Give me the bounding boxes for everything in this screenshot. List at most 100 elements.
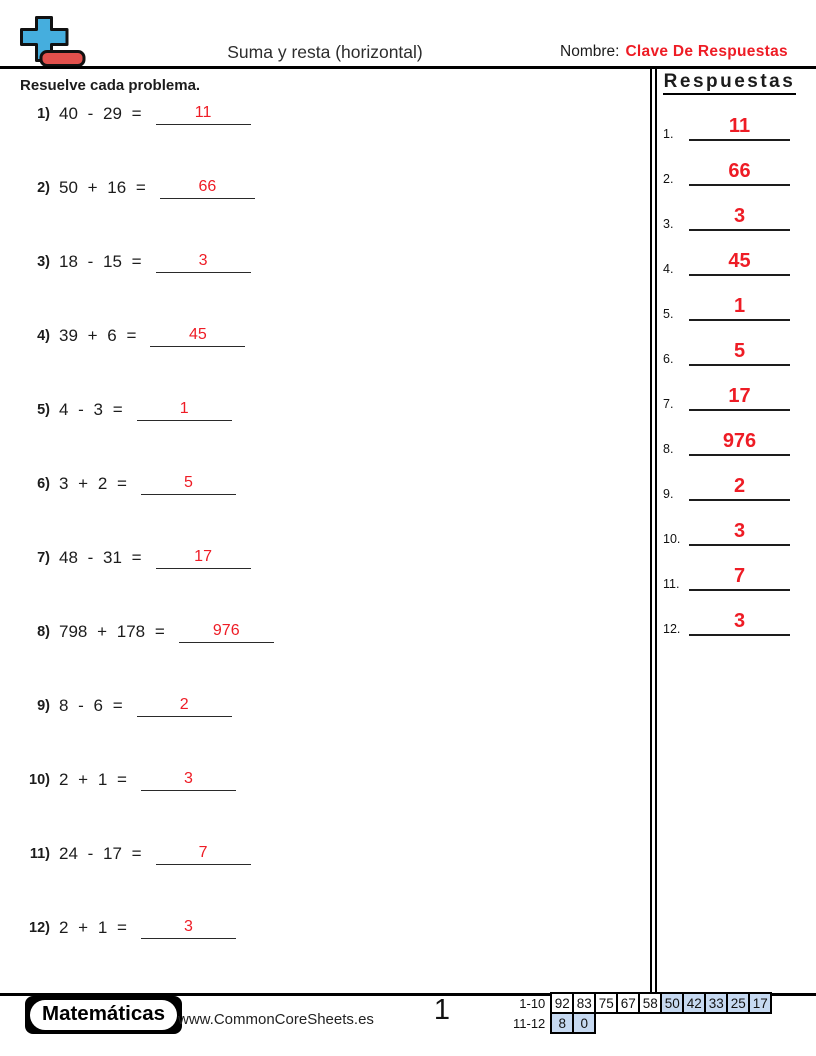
problem-expression: 48 - 31 = <box>59 548 142 567</box>
problem-answer: 976 <box>212 622 240 639</box>
score-cell: 33 <box>704 992 729 1014</box>
problem-answer: 1 <box>179 400 189 417</box>
score-table-row: 1-10 92 83 75 67 58 50 42 33 25 17 <box>513 992 773 1014</box>
answer-item: 9. 2 <box>657 456 816 501</box>
answer-blank-line: 2 <box>136 696 232 717</box>
answer-item: 10. 3 <box>657 501 816 546</box>
answers-title-wrap: Respuestas <box>657 71 816 96</box>
answer-blank-line: 66 <box>159 178 255 199</box>
problem-row: 7) 48 - 31 = 17 <box>0 495 640 569</box>
name-row: Nombre: Clave De Respuestas <box>560 43 788 61</box>
answer-blank-line: 11 <box>155 105 251 125</box>
answers-panel: Respuestas 1. 11 2. 66 3. 3 4. 45 5. 1 6… <box>650 68 816 993</box>
problem-row: 2) 50 + 16 = 66 <box>0 125 640 199</box>
problem-expression: 24 - 17 = <box>59 844 142 863</box>
problem-number: 7) <box>37 550 50 566</box>
answer-item-line: 1 <box>689 296 790 321</box>
answer-item-line: 11 <box>689 116 790 141</box>
problem-number: 2) <box>37 180 50 196</box>
answer-item-number: 6. <box>663 351 674 366</box>
problem-expression: 2 + 1 = <box>59 770 127 789</box>
problem-expression: 18 - 15 = <box>59 252 142 271</box>
problem-number: 10) <box>29 772 50 788</box>
answer-item-line: 7 <box>689 566 790 591</box>
problem-number: 12) <box>29 920 50 936</box>
problem-expression: 50 + 16 = <box>59 178 146 197</box>
header-divider <box>0 66 816 69</box>
answer-item-number: 10. <box>663 531 681 546</box>
answer-item-number: 8. <box>663 441 674 456</box>
problems-list: 1) 40 - 29 = 11 2) 50 + 16 = 66 3) 18 - … <box>0 51 640 939</box>
answer-item-line: 5 <box>689 341 790 366</box>
brand-badge: Matemáticas <box>25 996 183 1034</box>
problem-row: 1) 40 - 29 = 11 <box>0 51 640 125</box>
answer-item: 1. 11 <box>657 96 816 141</box>
problem-row: 9) 8 - 6 = 2 <box>0 643 640 717</box>
name-label: Nombre: <box>560 43 620 60</box>
answer-item-value: 3 <box>733 610 746 632</box>
answer-item-line: 66 <box>689 161 790 186</box>
answer-item-number: 1. <box>663 126 674 141</box>
problem-expression: 3 + 2 = <box>59 474 127 493</box>
answer-item-value: 17 <box>728 385 751 407</box>
answer-item: 8. 976 <box>657 411 816 456</box>
score-row-label: 11-12 <box>513 1015 546 1031</box>
answer-blank-line: 976 <box>178 622 274 643</box>
problem-row: 8) 798 + 178 = 976 <box>0 569 640 643</box>
answer-blank-line: 5 <box>140 475 236 495</box>
problem-row: 10) 2 + 1 = 3 <box>0 717 640 791</box>
answer-item-number: 5. <box>663 306 674 321</box>
answer-item-line: 45 <box>689 251 790 276</box>
problem-expression: 798 + 178 = <box>59 622 165 641</box>
footer-divider <box>0 993 816 996</box>
answer-item-number: 3. <box>663 216 674 231</box>
answer-blank-line: 1 <box>136 400 232 421</box>
answer-blank-line: 17 <box>155 549 251 569</box>
score-table-body: 1-10 92 83 75 67 58 50 42 33 25 17 11-12 8 0 <box>513 992 773 1034</box>
problem-row: 6) 3 + 2 = 5 <box>0 421 640 495</box>
score-cell: 50 <box>660 992 685 1014</box>
problem-number: 11) <box>29 846 50 862</box>
answer-item-number: 11. <box>663 576 680 591</box>
answer-item-number: 12. <box>663 621 681 636</box>
problem-answer: 3 <box>183 770 193 787</box>
page-number: 1 <box>433 994 451 1026</box>
answer-blank-line: 7 <box>155 845 251 865</box>
answer-item: 2. 66 <box>657 141 816 186</box>
answer-item: 12. 3 <box>657 591 816 636</box>
answer-item-line: 2 <box>689 476 790 501</box>
score-cell: 42 <box>682 992 707 1014</box>
answer-item-line: 3 <box>689 521 790 546</box>
problem-answer: 2 <box>179 696 189 713</box>
answer-item-value: 5 <box>733 340 746 362</box>
score-table: 1-10 92 83 75 67 58 50 42 33 25 17 11-12 8 0 <box>513 992 773 1034</box>
answer-blank-line: 3 <box>140 919 236 939</box>
score-cell: 8 <box>550 1012 575 1034</box>
problem-row: 11) 24 - 17 = 7 <box>0 791 640 865</box>
problem-expression: 40 - 29 = <box>59 104 142 123</box>
problem-answer: 66 <box>198 178 217 195</box>
score-cell: 58 <box>638 992 663 1014</box>
score-cell: 83 <box>572 992 597 1014</box>
answer-item-value: 66 <box>728 160 751 182</box>
score-cell: 75 <box>594 992 619 1014</box>
problem-number: 6) <box>37 476 50 492</box>
instructions-text: Resuelve cada problema. <box>20 77 201 94</box>
answer-blank-line: 3 <box>140 770 236 791</box>
score-cell: 92 <box>550 992 575 1014</box>
problem-row: 12) 2 + 1 = 3 <box>0 865 640 939</box>
problem-expression: 2 + 1 = <box>59 918 127 937</box>
answer-item-value: 45 <box>728 250 751 272</box>
score-cell: 67 <box>616 992 641 1014</box>
answer-item-number: 7. <box>663 396 674 411</box>
score-table-row: 11-12 8 0 <box>513 1012 771 1034</box>
problem-number: 1) <box>37 106 50 122</box>
problem-expression: 39 + 6 = <box>59 326 137 345</box>
problem-answer: 45 <box>188 326 207 343</box>
problem-expression: 8 - 6 = <box>59 696 123 715</box>
answer-item-line: 3 <box>689 206 790 231</box>
answer-item: 7. 17 <box>657 366 816 411</box>
score-cell: 25 <box>726 992 751 1014</box>
answer-item: 5. 1 <box>657 276 816 321</box>
